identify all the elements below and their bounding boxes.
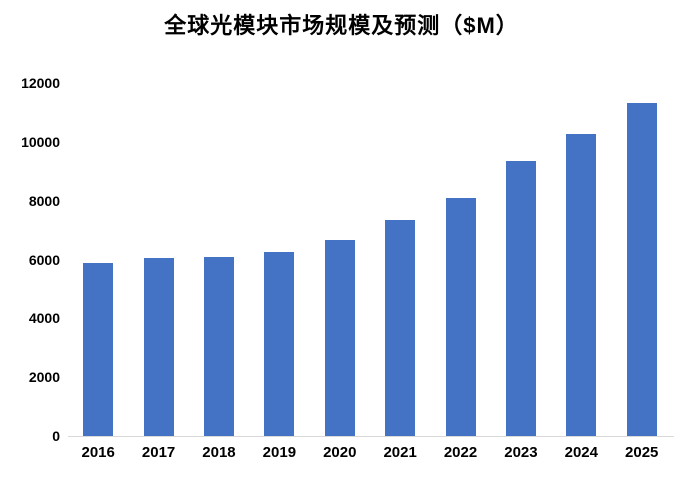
x-tick-label-2016: 2016 bbox=[81, 444, 115, 461]
x-tick-label-2019: 2019 bbox=[262, 444, 297, 461]
y-tick-label-6000: 6000 bbox=[28, 251, 60, 268]
bars-group bbox=[68, 83, 672, 436]
y-tick-label-2000: 2000 bbox=[28, 369, 60, 386]
y-tick-label-4000: 4000 bbox=[28, 310, 60, 327]
plot-area bbox=[68, 83, 672, 436]
bar-2022 bbox=[445, 198, 476, 436]
bar-2021 bbox=[385, 220, 416, 436]
bar-2024 bbox=[566, 134, 597, 436]
chart-title: 全球光模块市场规模及预测（$M） bbox=[164, 13, 519, 38]
bar-2020 bbox=[324, 240, 355, 436]
x-tick-label-2025: 2025 bbox=[625, 444, 659, 461]
y-tick-label-10000: 10000 bbox=[21, 133, 60, 150]
x-axis-line bbox=[68, 436, 674, 437]
y-tick-label-12000: 12000 bbox=[21, 75, 60, 91]
x-tick-label-2020: 2020 bbox=[323, 444, 357, 461]
bar-2019 bbox=[264, 252, 295, 436]
x-tick-label-2021: 2021 bbox=[383, 444, 417, 461]
y-axis-tick-labels: 0 2000 4000 6000 8000 10000 12000 bbox=[0, 0, 60, 481]
x-axis-tick-labels: 2016 2017 2018 2019 2020 2021 2022 2023 2024 2025 bbox=[68, 444, 672, 461]
x-tick-label-2023: 2023 bbox=[504, 444, 538, 461]
bar-2017 bbox=[143, 258, 174, 436]
x-tick-label-2018: 2018 bbox=[202, 444, 236, 461]
x-tick-label-2022: 2022 bbox=[443, 444, 478, 461]
x-tick-label-2024: 2024 bbox=[564, 444, 598, 461]
x-tick-label-2017: 2017 bbox=[141, 444, 176, 461]
y-tick-label-8000: 8000 bbox=[28, 192, 60, 209]
bar-2018 bbox=[203, 257, 234, 436]
y-tick-label-0: 0 bbox=[52, 428, 60, 444]
bar-2016 bbox=[83, 263, 114, 436]
bar-2025 bbox=[626, 103, 657, 436]
bar-2023 bbox=[505, 161, 536, 436]
